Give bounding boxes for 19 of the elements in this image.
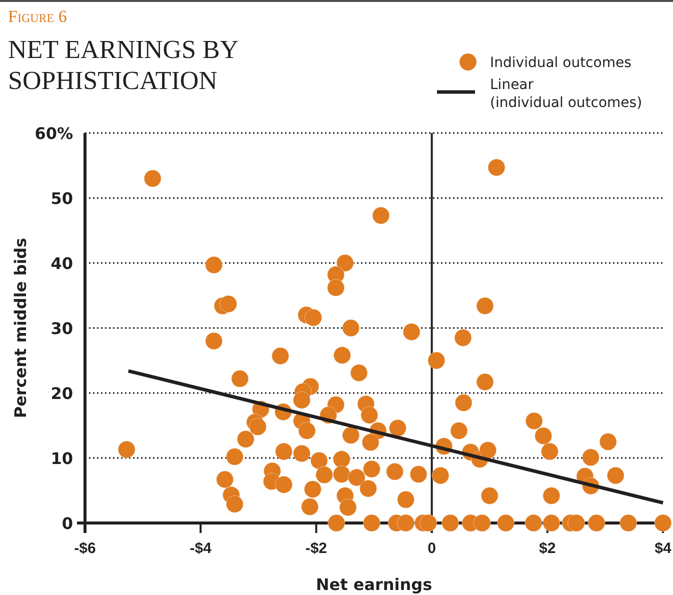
x-tick-label: -$4 bbox=[190, 540, 212, 557]
x-axis-title: Net earnings bbox=[316, 575, 432, 594]
x-tick-label: $2 bbox=[539, 540, 556, 557]
chart-title: Figure 6 bbox=[8, 7, 67, 26]
x-tick-label: -$2 bbox=[305, 540, 328, 557]
y-axis-title: Percent middle bids bbox=[11, 238, 30, 418]
y-tick-label: 0 bbox=[62, 514, 73, 533]
y-tick-label: 60% bbox=[34, 124, 73, 143]
y-tick-label: 30 bbox=[50, 319, 73, 338]
y-tick-label: 20 bbox=[50, 384, 73, 403]
x-tick-label: 0 bbox=[428, 540, 436, 557]
y-tick-label: 50 bbox=[50, 189, 73, 208]
legend-label: Individual outcomes bbox=[490, 55, 632, 71]
chart-subtitle: NET EARNINGS BY SOPHISTICATION bbox=[8, 35, 239, 95]
y-tick-label: 40 bbox=[50, 254, 73, 273]
x-tick-label: -$6 bbox=[74, 540, 96, 557]
legend-label: Linear (individual outcomes) bbox=[490, 77, 642, 111]
y-tick-label: 10 bbox=[50, 449, 73, 468]
x-tick-label: $4 bbox=[654, 540, 672, 557]
